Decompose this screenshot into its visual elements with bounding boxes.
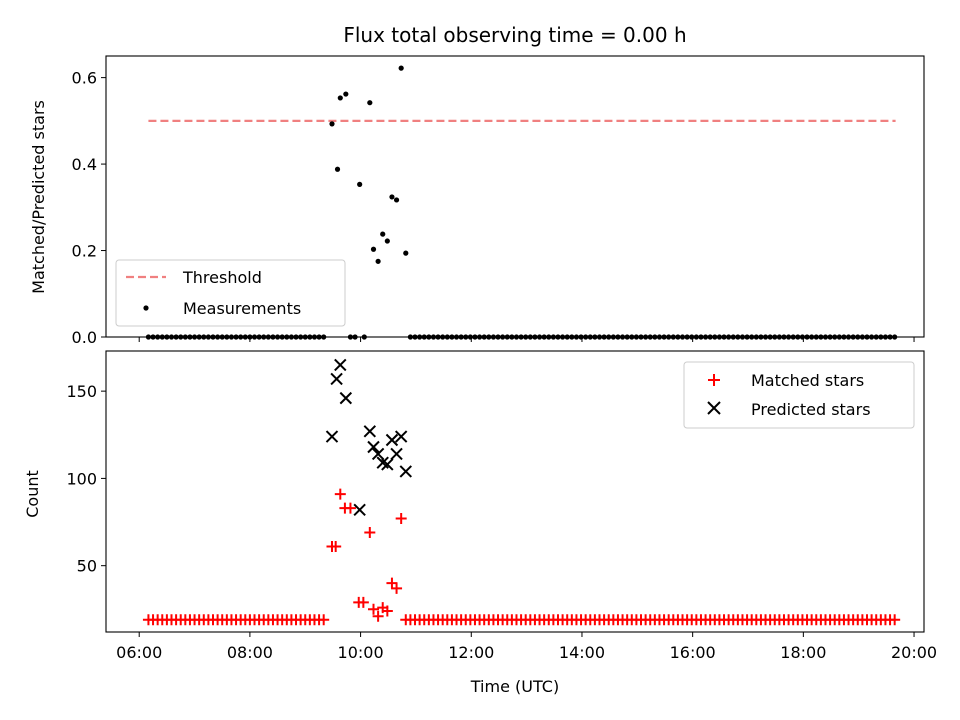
predicted-star-point [371, 447, 385, 461]
y-tick-label: 100 [66, 469, 97, 488]
matched-star-point [364, 527, 376, 539]
x-tick-label: 12:00 [448, 643, 494, 662]
plot-area-frame [105, 55, 925, 338]
top-panel: 0.0 0.2 0.4 0.6 [72, 55, 925, 347]
x-tick-label: 14:00 [559, 643, 605, 662]
matched-star-point [368, 603, 380, 615]
matched-star-point [391, 582, 403, 594]
x-tick-label: 08:00 [227, 643, 273, 662]
matched-star-point [344, 502, 356, 514]
predicted-star-point [399, 465, 412, 478]
y-tick-label: 0.4 [72, 155, 97, 174]
top-legend-box [115, 259, 346, 327]
measurement-point [329, 121, 335, 127]
measurements-legend-swatch [143, 305, 149, 311]
y-tick-label: 150 [66, 382, 97, 401]
plot-area-frame [105, 350, 925, 633]
predicted-legend-label: Predicted stars [751, 400, 871, 419]
x-tick-label: 16:00 [670, 643, 716, 662]
matched-star-point [357, 596, 369, 608]
matched-legend-swatch [708, 374, 720, 386]
matched-star-point [372, 610, 384, 622]
y-tick-label: 0.6 [72, 69, 97, 88]
measurement-point [384, 238, 390, 244]
y-tick-label: 0.0 [72, 328, 97, 347]
matched-legend-label: Matched stars [751, 371, 864, 390]
measurements-legend-label: Measurements [183, 299, 301, 318]
matched-star-point [334, 488, 346, 500]
y-tick-label: 50 [77, 557, 97, 576]
measurement-point [343, 91, 349, 97]
measurement-point [380, 231, 386, 237]
x-tick-label: 10:00 [338, 643, 384, 662]
measurement-point [367, 100, 373, 106]
measurement-point [370, 246, 377, 252]
measurement-point [389, 194, 395, 200]
top-chart-title: Flux total observing time = 0.00 h [343, 23, 686, 47]
predicted-star-point [385, 433, 399, 447]
predicted-legend-swatch [707, 401, 721, 415]
matched-star-point [381, 605, 393, 617]
measurement-point [393, 197, 400, 203]
x-tick-label: 20:00 [891, 643, 937, 662]
predicted-star-point [381, 458, 394, 471]
measurement-point [334, 166, 341, 172]
x-tick-label: 06:00 [116, 643, 162, 662]
threshold-legend-label: Threshold [182, 268, 262, 287]
measurement-point [375, 258, 381, 264]
predicted-star-point [353, 503, 366, 517]
bottom-legend: Matched stars Predicted stars [683, 361, 915, 429]
measurement-point [403, 250, 409, 256]
predicted-star-point [330, 372, 343, 386]
predicted-star-point [325, 430, 339, 443]
predicted-star-point [367, 440, 380, 454]
matched-star-point [889, 614, 901, 626]
predicted-star-point [334, 358, 347, 372]
predicted-star-point [339, 391, 353, 405]
matched-star-point [395, 513, 407, 525]
predicted-star-point [363, 425, 377, 438]
measurement-point [398, 65, 404, 71]
bottom-panel: 06:00 08:00 10:00 12:00 14:00 16:00 18:00 20:00… [66, 350, 937, 662]
x-axis-label: Time (UTC) [470, 677, 559, 696]
measurement-point [357, 181, 363, 187]
bottom-y-axis-label: Count [23, 470, 42, 518]
matched-star-point [318, 614, 330, 626]
top-legend: Threshold Measurements [115, 259, 346, 327]
predicted-star-point [390, 447, 403, 461]
x-tick-label: 18:00 [780, 643, 826, 662]
predicted-star-point [394, 430, 408, 443]
y-tick-label: 0.2 [72, 242, 97, 261]
matched-star-point [330, 540, 342, 552]
bottom-legend-box [683, 361, 915, 429]
top-y-axis-label: Matched/Predicted stars [29, 100, 48, 294]
measurement-point [337, 95, 343, 101]
